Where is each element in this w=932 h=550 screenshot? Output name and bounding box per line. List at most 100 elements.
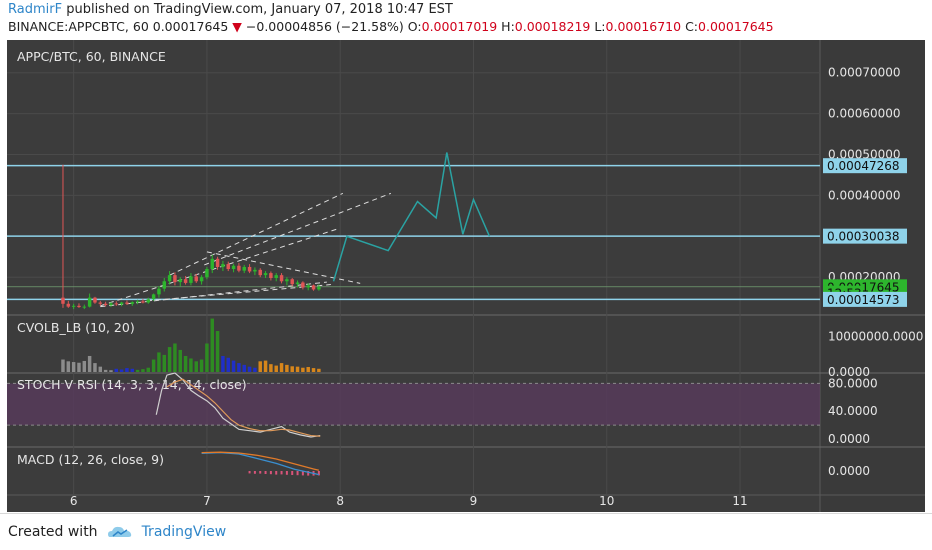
candle-body	[237, 265, 241, 271]
candle-body	[103, 303, 108, 306]
high-value: 0.00018219	[514, 19, 591, 34]
candle-body	[247, 266, 252, 272]
y-tick-label: 0.00060000	[828, 107, 901, 121]
footer: Created with TradingView	[8, 524, 226, 540]
published-text: published on TradingView.com, January 07…	[62, 2, 453, 17]
volume-bar	[311, 368, 316, 372]
header-line-2: BINANCE:APPCBTC, 60 0.00017645 ▼ −0.0000…	[8, 19, 774, 34]
candle-body	[183, 279, 188, 283]
candle-body	[141, 301, 145, 303]
volume-bar	[258, 361, 262, 372]
volume-bar	[194, 361, 198, 372]
header-line-1: RadmirF published on TradingView.com, Ja…	[8, 2, 453, 17]
volume-bar	[109, 370, 113, 372]
chart-background	[7, 40, 925, 512]
volume-bar	[141, 369, 145, 372]
volume-bar	[247, 366, 252, 372]
candle-body	[162, 281, 167, 289]
candle-body	[226, 264, 230, 270]
volume-bar	[301, 367, 305, 372]
y-tick-label: 80.0000	[828, 376, 878, 390]
low-label: L:	[594, 19, 606, 34]
x-tick-label: 9	[470, 494, 478, 508]
candle-body	[157, 288, 161, 295]
macd-histogram-bar	[285, 471, 288, 475]
volume-bar	[210, 318, 214, 372]
author-link[interactable]: RadmirF	[8, 2, 63, 17]
y-tick-label: 40.0000	[828, 404, 878, 418]
volume-bar	[125, 368, 129, 372]
volume-bar	[178, 349, 182, 372]
volume-bar	[237, 363, 241, 372]
volume-bar	[130, 368, 135, 372]
trading-chart[interactable]: 6 7 8 9 10 11 APPC/BTC, 60, BINANCE 0.00070000 0…	[7, 40, 925, 512]
volume-bar	[77, 362, 81, 372]
x-tick-label: 7	[203, 494, 211, 508]
open-value: 0.00017019	[421, 19, 498, 34]
candle-body	[311, 285, 316, 290]
volume-bar	[263, 360, 268, 372]
candle-body	[301, 282, 305, 288]
volume-bar	[221, 355, 225, 372]
macd-histogram-bar	[307, 471, 310, 476]
candle-body	[119, 302, 124, 305]
trend-channel-line	[204, 192, 392, 266]
volume-bar	[199, 359, 204, 372]
candle-body	[242, 266, 246, 271]
volume-bar	[71, 362, 76, 372]
volume-bar	[119, 369, 124, 372]
macd-histogram-bar	[275, 471, 278, 475]
candle-body	[167, 275, 172, 282]
candle-body	[98, 302, 103, 304]
volume-bar	[167, 347, 172, 372]
candle-body	[93, 297, 97, 303]
candle-body	[205, 269, 209, 278]
low-value: 0.00016710	[605, 19, 682, 34]
candle-body	[87, 297, 92, 307]
candle-body	[61, 297, 65, 304]
candle-body	[263, 273, 268, 276]
symbol-label: BINANCE:APPCBTC, 60	[8, 19, 149, 34]
down-arrow-icon: ▼	[232, 19, 242, 34]
y-tick-label: 0.0000	[828, 432, 870, 446]
volume-bar	[242, 364, 246, 372]
candle-body	[194, 276, 198, 282]
volume-bar	[146, 367, 151, 372]
candle-body	[279, 275, 284, 282]
volume-bar	[306, 367, 310, 372]
stoch-d-line	[166, 378, 321, 437]
high-label: H:	[501, 19, 515, 34]
candle-body	[269, 273, 273, 279]
price-tag: 0.00030038	[823, 228, 907, 244]
x-tick-label: 11	[732, 494, 747, 508]
x-tick-label: 6	[70, 494, 78, 508]
price-scale-panel	[820, 40, 925, 512]
close-label: C:	[685, 19, 699, 34]
volume-bar	[162, 354, 167, 372]
volume-bar	[135, 369, 140, 372]
volume-bar	[226, 357, 230, 372]
open-label: O:	[407, 19, 422, 34]
volume-bar	[231, 360, 236, 372]
tradingview-brand[interactable]: TradingView	[141, 524, 227, 540]
price-tag-label: 0.00030038	[827, 230, 900, 244]
price-tag-label: 0.00047268	[827, 159, 900, 173]
price-tag: 0.00047268	[823, 158, 907, 174]
candle-body	[146, 299, 151, 303]
y-tick-label: 0.00070000	[828, 66, 901, 80]
macd-histogram-bar	[253, 471, 256, 474]
y-tick-label: 0.00040000	[828, 188, 901, 202]
volume-bar	[274, 365, 278, 372]
volume-bar	[114, 368, 119, 372]
volume-bar	[82, 360, 87, 372]
candle-body	[130, 302, 135, 304]
volume-bar	[157, 352, 161, 372]
trend-channel-line	[100, 228, 338, 307]
candle-body	[189, 276, 193, 283]
macd-histogram-bar	[291, 471, 294, 475]
tradingview-logo-icon	[107, 526, 131, 537]
volume-bar	[253, 367, 257, 372]
macd-histogram-bar	[269, 471, 272, 475]
candle-body	[82, 306, 87, 308]
volume-pane-title: CVOLB_LB (10, 20)	[17, 320, 135, 335]
